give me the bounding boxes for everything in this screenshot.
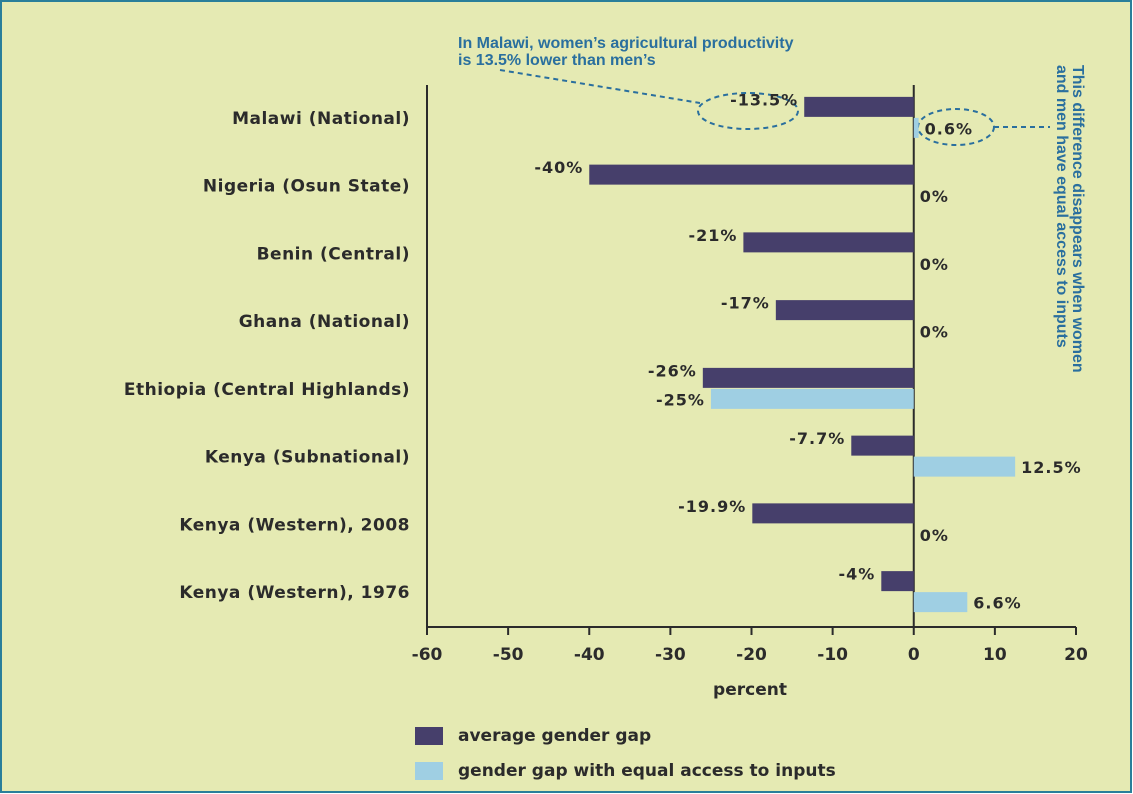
y-tick-label: Malawi (National) [232, 109, 410, 129]
y-tick-label: Benin (Central) [257, 244, 410, 264]
legend-label: average gender gap [458, 726, 651, 746]
bar [881, 571, 914, 592]
value-label: 0% [920, 526, 949, 545]
bar [710, 388, 914, 409]
bar [913, 592, 968, 613]
bar [702, 367, 914, 388]
x-tick-label: 0 [908, 645, 920, 665]
value-label: -17% [721, 294, 770, 313]
value-label: -4% [838, 565, 875, 584]
value-label: 0.6% [925, 119, 973, 138]
callout-ellipse [697, 92, 799, 130]
y-tick-label: Kenya (Western), 2008 [179, 515, 410, 535]
value-label: 0% [920, 187, 949, 206]
legend-swatch [415, 727, 443, 745]
value-label: 0% [920, 255, 949, 274]
x-tick-label: -40 [574, 645, 605, 665]
value-label: -19.9% [678, 497, 746, 516]
bar [851, 435, 914, 456]
value-label: -26% [648, 361, 697, 380]
x-tick-label: 20 [1064, 645, 1088, 665]
legend-label: gender gap with equal access to inputs [458, 761, 836, 781]
value-label: 6.6% [973, 594, 1021, 613]
value-label: -13.5% [730, 90, 798, 109]
annotation-line: and men have equal access to inputs [1053, 65, 1070, 348]
bar [775, 300, 914, 321]
value-label: 0% [920, 323, 949, 342]
value-label: -25% [656, 390, 705, 409]
value-label: -21% [688, 226, 737, 245]
annotation-line: is 13.5% lower than men’s [458, 52, 656, 69]
y-tick-label: Kenya (Western), 1976 [179, 583, 410, 603]
legend-swatch [415, 762, 443, 780]
x-tick-label: -20 [736, 645, 767, 665]
y-tick-label: Nigeria (Osun State) [203, 177, 410, 197]
y-tick-label: Ghana (National) [239, 312, 410, 332]
value-label: -40% [534, 158, 583, 177]
bar [804, 96, 914, 117]
x-tick-label: -10 [817, 645, 848, 665]
value-label: -7.7% [789, 429, 845, 448]
x-tick-label: 10 [983, 645, 1007, 665]
bar [913, 456, 1016, 477]
callout-line [499, 69, 701, 104]
bar [743, 232, 914, 253]
x-tick-label: -30 [655, 645, 686, 665]
bar [752, 503, 914, 524]
annotation-line: This difference disappears when women [1069, 65, 1086, 373]
x-tick-label: -60 [412, 645, 443, 665]
bar [913, 117, 919, 138]
value-label: 12.5% [1021, 458, 1082, 477]
x-tick-label: -50 [493, 645, 524, 665]
y-tick-label: Kenya (Subnational) [205, 448, 410, 468]
x-axis-label: percent [713, 680, 787, 700]
bar [589, 164, 914, 185]
annotation-line: In Malawi, women’s agricultural producti… [458, 35, 794, 52]
y-tick-label: Ethiopia (Central Highlands) [124, 380, 410, 400]
